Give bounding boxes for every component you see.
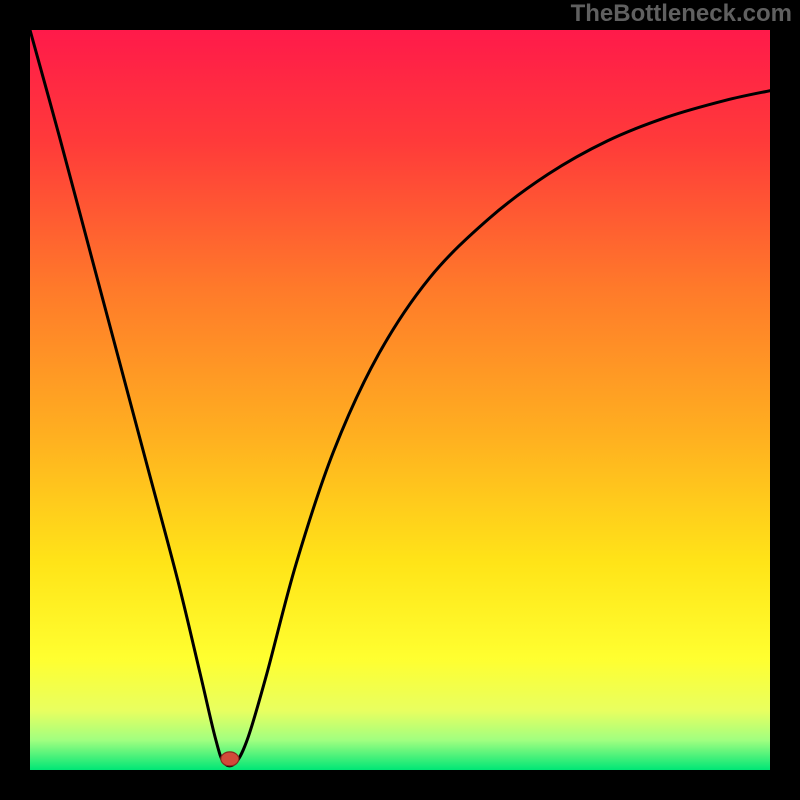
bottleneck-curve-plot (30, 30, 770, 770)
chart-container: TheBottleneck.com (0, 0, 800, 800)
optimum-marker (221, 752, 239, 766)
watermark-text: TheBottleneck.com (571, 0, 792, 28)
gradient-background (30, 30, 770, 770)
